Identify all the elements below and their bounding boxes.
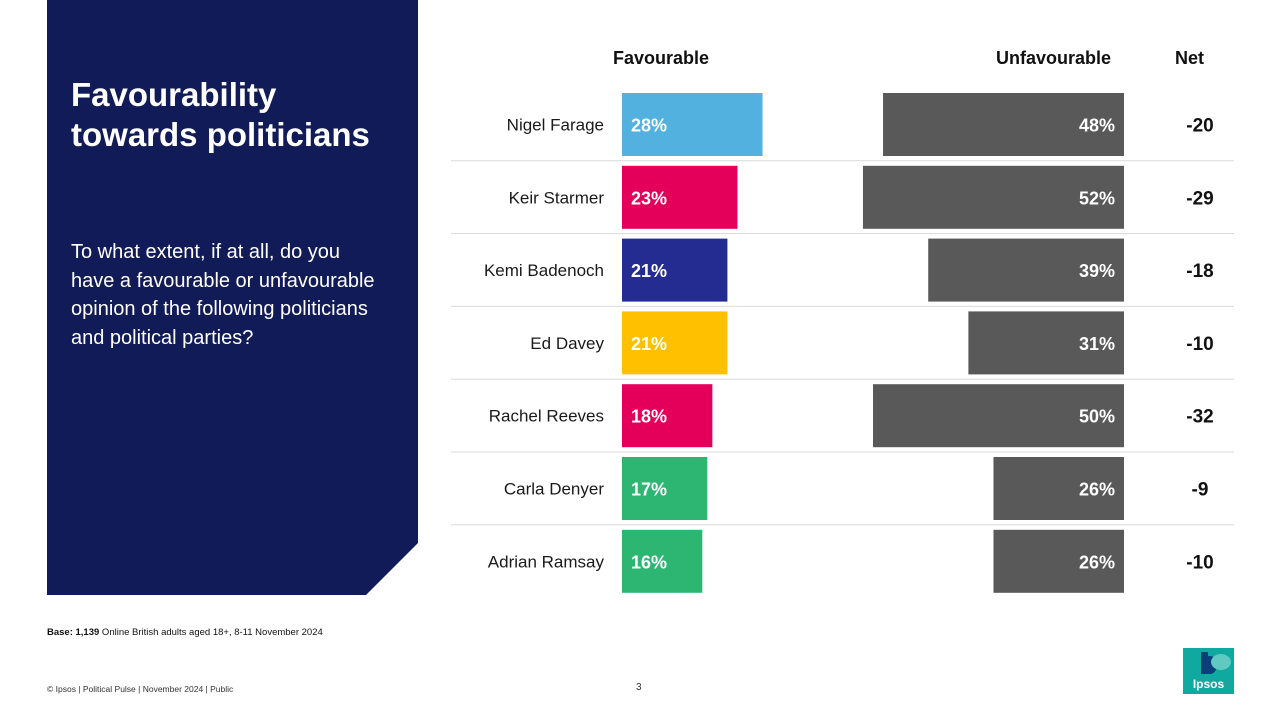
favourable-bar [622,165,738,229]
unfavourable-label: 26% [1079,480,1115,500]
favourable-bar [622,529,703,593]
net-value: -9 [1192,480,1209,501]
unfavourable-bar [968,311,1124,375]
favourable-bar [622,384,713,448]
favourable-label: 23% [631,188,667,208]
header-favourable: Favourable [613,48,710,68]
logo-text: Ipsos [1192,677,1225,691]
politician-name: Ed Davey [530,334,604,353]
politician-name: Kemi Badenoch [484,261,604,280]
favourable-label: 21% [631,261,667,281]
politician-name: Carla Denyer [504,480,604,499]
unfavourable-label: 31% [1079,334,1115,354]
title-panel: Favourability towards politicians To wha… [47,0,418,595]
unfavourable-label: 48% [1079,116,1115,136]
unfavourable-bar [883,93,1124,156]
header-net: Net [1175,48,1205,68]
politician-name: Nigel Farage [507,116,604,135]
net-value: -32 [1186,407,1213,428]
footer-copyright: © Ipsos | Political Pulse | November 202… [47,684,234,694]
base-text: Online British adults aged 18+, 8-11 Nov… [99,627,323,638]
favourable-label: 17% [631,480,667,500]
ipsos-logo: Ipsos [1183,648,1234,694]
net-value: -10 [1186,334,1213,355]
slide-title: Favourability towards politicians [71,75,401,155]
page-number: 3 [636,682,642,693]
politician-name: Rachel Reeves [489,407,604,426]
net-value: -10 [1186,552,1213,573]
favourable-label: 16% [631,552,667,572]
unfavourable-label: 50% [1079,407,1115,427]
favourable-label: 28% [631,116,667,136]
unfavourable-bar [993,529,1124,593]
favourable-label: 18% [631,407,667,427]
unfavourable-bar [873,384,1124,448]
net-value: -20 [1186,116,1213,137]
favourable-bar [622,93,763,156]
politician-name: Adrian Ramsay [488,552,605,571]
unfavourable-bar [928,238,1124,302]
unfavourable-label: 52% [1079,188,1115,208]
favourable-label: 21% [631,334,667,354]
survey-question: To what extent, if at all, do you have a… [71,241,375,349]
politician-name: Keir Starmer [509,188,605,207]
slide-title-line1: Favourability [71,76,277,113]
net-value: -18 [1186,261,1213,282]
base-label: Base: 1,139 [47,627,100,638]
header-unfavourable: Unfavourable [996,48,1112,68]
base-note: Base: 1,139 Online British adults aged 1… [47,627,323,638]
favourable-bar [622,457,708,520]
logo-mark-icon [1201,652,1231,674]
net-value: -29 [1186,188,1213,209]
unfavourable-label: 26% [1079,552,1115,572]
unfavourable-bar [862,165,1124,229]
unfavourable-label: 39% [1079,261,1115,281]
slide-title-line2: towards politicians [71,116,370,153]
favourable-bar [622,311,728,375]
favourable-bar [622,238,728,302]
unfavourable-bar [993,457,1124,520]
